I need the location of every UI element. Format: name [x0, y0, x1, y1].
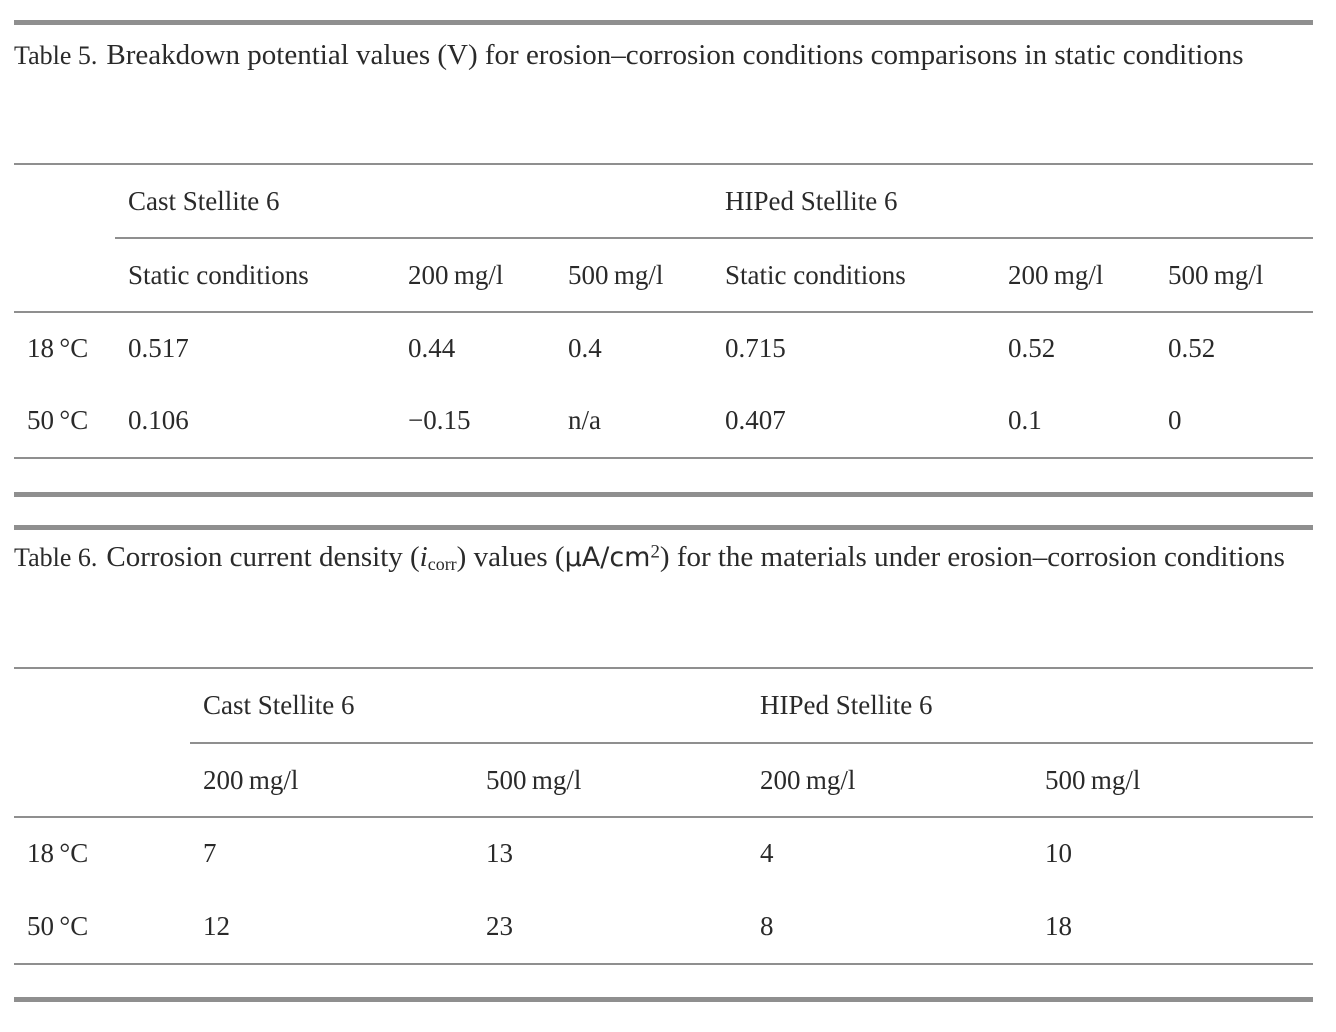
table6-header-underline-rule	[14, 816, 1313, 818]
table5-group-underline-rule	[115, 237, 1313, 239]
table5-group-header-hiped: HIPed Stellite 6	[725, 185, 898, 216]
table6-opening-thick-rule	[14, 525, 1313, 530]
table-cell: −0.15	[408, 405, 471, 435]
table5-corner-cell	[14, 239, 115, 311]
table5-group-header-row: Cast Stellite 6 HIPed Stellite 6	[14, 165, 1313, 237]
table5-data-row-18c: 18 °C 0.517 0.44 0.4 0.715 0.52 0.52	[14, 313, 1313, 384]
table6-top-rule	[14, 667, 1313, 669]
table5-closing-thick-rule	[14, 492, 1313, 497]
table6-corner-cell	[14, 744, 190, 816]
table6-closing-thick-rule	[14, 997, 1313, 1002]
table-cell: 0.52	[1008, 333, 1056, 363]
table6-bottom-rule	[14, 963, 1313, 965]
table-cell: 13	[486, 838, 513, 868]
table6-column-header: 200 mg/l	[760, 764, 856, 795]
table-cell: 0	[1168, 405, 1182, 435]
table6-data-row-18c: 18 °C 7 13 4 10	[14, 818, 1313, 889]
table5-row-label: 50 °C	[27, 405, 89, 435]
table5-bottom-rule	[14, 457, 1313, 459]
table6-caption: Table 6. Corrosion current density (icorr…	[14, 531, 1326, 584]
table6-caption-prefix: Corrosion current density (	[106, 541, 420, 573]
icorr-symbol: i	[419, 541, 428, 573]
table5-column-header: 500 mg/l	[1168, 259, 1264, 290]
table5-data-row-50c: 50 °C 0.106 −0.15 n/a 0.407 0.1 0	[14, 384, 1313, 457]
table5-top-rule	[14, 163, 1313, 165]
table6-group-header-row: Cast Stellite 6 HIPed Stellite 6	[14, 669, 1313, 742]
table6-group-header-hiped: HIPed Stellite 6	[760, 690, 933, 720]
table5-column-header: 200 mg/l	[1008, 259, 1104, 290]
table5-column-header: Static conditions	[128, 259, 309, 290]
table-cell: 8	[760, 910, 774, 941]
table5-column-header: 200 mg/l	[408, 259, 504, 290]
table-cell: 0.517	[128, 333, 189, 363]
table-cell: 18	[1045, 910, 1072, 941]
page-top-thick-rule	[14, 20, 1313, 25]
unit-superscript: 2	[650, 541, 660, 563]
table-cell: 0.52	[1168, 333, 1216, 363]
table5-row-label: 18 °C	[27, 333, 89, 363]
table-cell: n/a	[568, 405, 601, 435]
table-cell: 4	[760, 838, 774, 868]
table5-column-header: Static conditions	[725, 259, 906, 290]
table-cell: 0.44	[408, 333, 456, 363]
table6-data-row-50c: 50 °C 12 23 8 18	[14, 889, 1313, 963]
table6-column-header: 500 mg/l	[1045, 764, 1141, 795]
table-cell: 0.1	[1008, 405, 1042, 435]
table-cell: 10	[1045, 838, 1072, 868]
table6-row-label: 50 °C	[27, 910, 89, 941]
table6-caption-label: Table 6.	[14, 543, 98, 572]
table6-caption-mid: ) values (	[456, 541, 565, 573]
table6-row-label: 18 °C	[27, 838, 89, 868]
table5-header-underline-rule	[14, 311, 1313, 313]
table-cell: 7	[203, 838, 217, 868]
table6-column-header: 500 mg/l	[486, 764, 582, 795]
table6-group-underline-rule	[190, 742, 1313, 744]
icorr-subscript: corr	[427, 553, 457, 574]
table6-corner-cell	[14, 669, 190, 742]
unit-text: μA/cm	[564, 542, 651, 573]
table-cell: 0.4	[568, 333, 602, 363]
table6-group-header-cast: Cast Stellite 6	[203, 690, 355, 720]
table6-caption-suffix: ) for the materials under erosion–corros…	[659, 541, 1285, 573]
table6-column-header-row: 200 mg/l 500 mg/l 200 mg/l 500 mg/l	[14, 744, 1313, 816]
table-cell: 12	[203, 910, 230, 941]
table5-caption: Table 5. Breakdown potential values (V) f…	[14, 30, 1326, 81]
table5-column-header: 500 mg/l	[568, 259, 664, 290]
table6-column-header: 200 mg/l	[203, 764, 299, 795]
table5-caption-label: Table 5.	[14, 41, 98, 70]
table5-corner-cell	[14, 165, 115, 237]
table-cell: 23	[486, 910, 513, 941]
table-cell: 0.106	[128, 405, 189, 435]
table-cell: 0.407	[725, 405, 786, 435]
table5-group-header-cast: Cast Stellite 6	[128, 185, 280, 216]
table5-caption-text: Breakdown potential values (V) for erosi…	[106, 39, 1244, 71]
table5-column-header-row: Static conditions 200 mg/l 500 mg/l Stat…	[14, 239, 1313, 311]
table-cell: 0.715	[725, 333, 786, 363]
